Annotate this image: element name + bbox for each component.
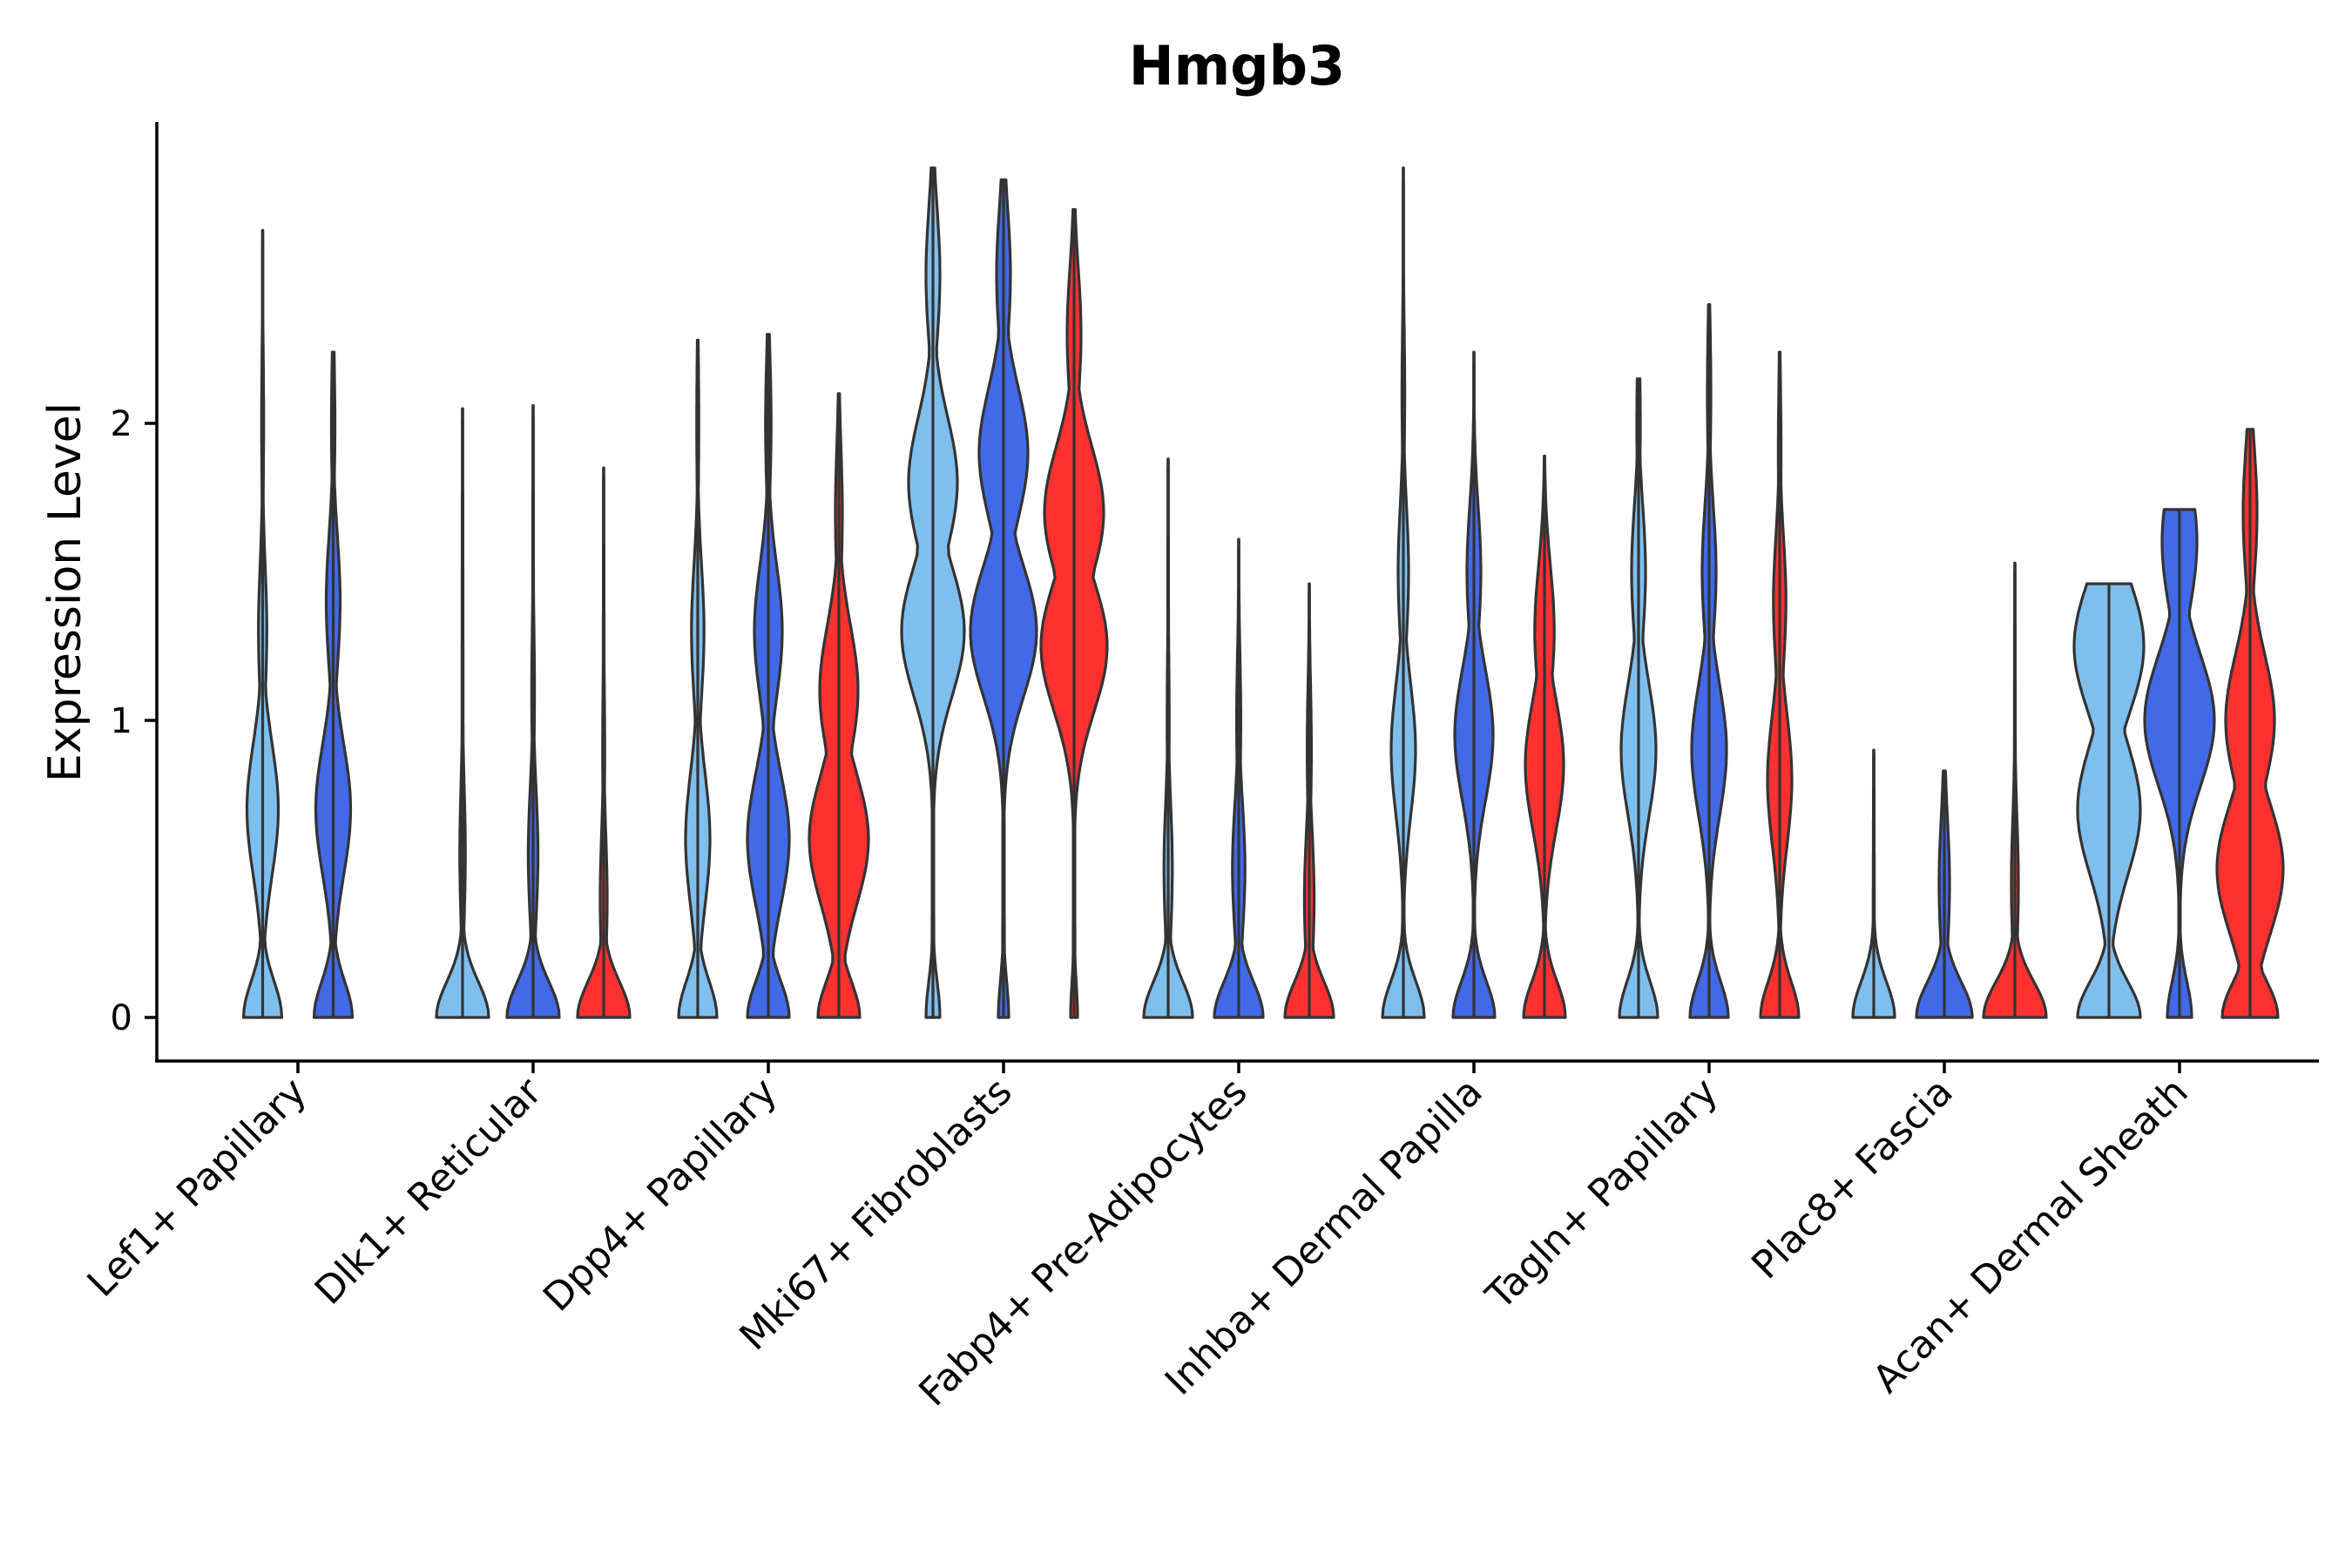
y-tick-label: 1 [111, 701, 132, 741]
y-tick-label: 0 [111, 998, 132, 1038]
x-tick-label: Plac8+ Fascia [1743, 1070, 1962, 1288]
chart-title: Hmgb3 [1129, 34, 1345, 98]
violin-group [241, 166, 2285, 1019]
y-axis-ticks: 0 1 2 [111, 404, 157, 1038]
x-tick-label: Dpp4+ Papillary [535, 1070, 786, 1321]
x-tick-label: Tagln+ Papillary [1477, 1070, 1727, 1319]
y-axis-label: Expression Level [39, 402, 91, 782]
x-tick-label: Lef1+ Papillary [79, 1070, 315, 1306]
y-tick-label: 2 [111, 404, 132, 444]
x-tick-label: Dlk1+ Reticular [307, 1069, 551, 1314]
